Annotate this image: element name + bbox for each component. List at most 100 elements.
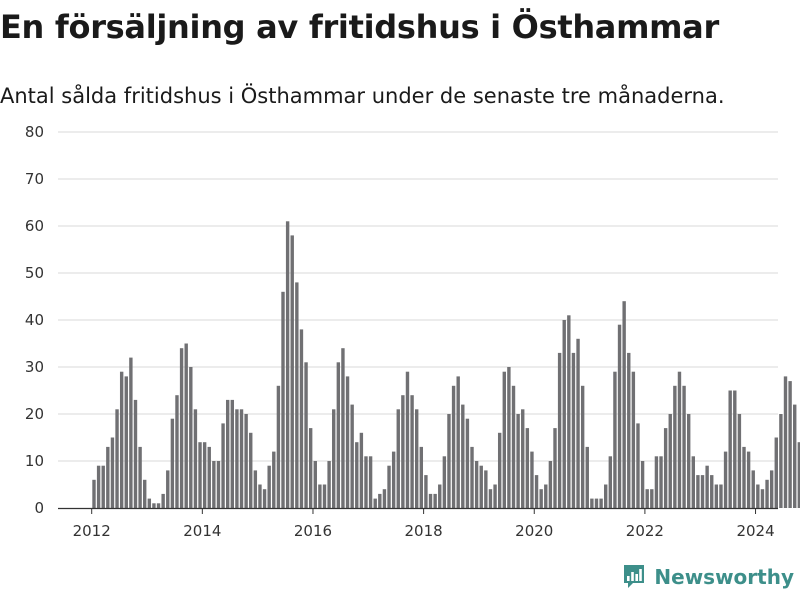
bar bbox=[636, 423, 640, 508]
bar bbox=[415, 409, 419, 508]
bar bbox=[479, 465, 483, 508]
bar bbox=[659, 456, 663, 508]
bar bbox=[175, 395, 179, 508]
bar bbox=[350, 404, 354, 508]
y-tick-label: 30 bbox=[25, 358, 44, 376]
bar bbox=[502, 371, 506, 508]
x-tick-label: 2018 bbox=[405, 522, 443, 540]
bar bbox=[410, 395, 414, 508]
bar bbox=[686, 414, 691, 508]
x-tick-label: 2022 bbox=[626, 522, 664, 540]
bar bbox=[456, 376, 460, 508]
bar bbox=[788, 381, 792, 508]
bar bbox=[382, 489, 387, 508]
bar bbox=[797, 442, 800, 508]
bar bbox=[424, 475, 428, 508]
bar bbox=[166, 470, 170, 508]
bar bbox=[793, 404, 797, 508]
bar bbox=[193, 409, 198, 508]
bar bbox=[345, 376, 350, 508]
bar bbox=[419, 446, 424, 508]
bar bbox=[710, 475, 714, 508]
bar bbox=[110, 437, 115, 508]
bar bbox=[336, 362, 341, 508]
bar bbox=[553, 428, 557, 508]
bar bbox=[341, 348, 345, 508]
bar bbox=[235, 409, 239, 508]
bar bbox=[359, 432, 364, 508]
bar bbox=[497, 432, 502, 508]
bar bbox=[119, 371, 124, 508]
bar bbox=[617, 324, 622, 508]
bar bbox=[124, 376, 128, 508]
bar bbox=[544, 484, 548, 508]
bar bbox=[152, 503, 156, 508]
brand-name: Newsworthy bbox=[654, 565, 794, 589]
bar bbox=[590, 498, 594, 508]
y-axis-labels: 0 10 20 30 40 50 60 70 80 bbox=[25, 123, 44, 517]
bar bbox=[442, 456, 447, 508]
bar bbox=[249, 432, 253, 508]
bar bbox=[143, 479, 147, 508]
bar bbox=[281, 291, 285, 508]
y-tick-label: 10 bbox=[25, 452, 44, 470]
bar bbox=[539, 489, 543, 508]
bar bbox=[295, 282, 299, 508]
bar bbox=[290, 235, 294, 508]
bar bbox=[212, 461, 216, 508]
bar bbox=[368, 456, 373, 508]
x-axis: 20122014201620182020202220242026 bbox=[58, 507, 778, 540]
bar bbox=[198, 442, 202, 508]
bar bbox=[663, 428, 668, 508]
bar bbox=[507, 367, 511, 508]
y-tick-label: 0 bbox=[34, 499, 44, 517]
bar bbox=[133, 399, 138, 508]
bar bbox=[101, 465, 105, 508]
bar bbox=[650, 489, 654, 508]
bar bbox=[488, 489, 493, 508]
bar bbox=[461, 404, 465, 508]
bar bbox=[267, 465, 271, 508]
bar bbox=[106, 446, 110, 508]
bar bbox=[779, 414, 783, 508]
bar bbox=[769, 470, 774, 508]
bar bbox=[548, 461, 553, 508]
bar bbox=[322, 484, 327, 508]
bars bbox=[92, 221, 800, 509]
y-tick-label: 60 bbox=[25, 217, 44, 235]
bar bbox=[327, 461, 331, 508]
bar bbox=[470, 446, 474, 508]
bar bbox=[438, 484, 442, 508]
bar bbox=[304, 362, 308, 508]
bar bbox=[705, 465, 709, 508]
bar bbox=[562, 320, 566, 508]
bar bbox=[521, 409, 525, 508]
bar bbox=[534, 475, 539, 508]
bar bbox=[733, 390, 737, 508]
bar bbox=[258, 484, 262, 508]
x-tick-label: 2012 bbox=[73, 522, 111, 540]
bar bbox=[516, 414, 520, 508]
bar bbox=[405, 371, 410, 508]
bar bbox=[700, 475, 705, 508]
bar bbox=[156, 503, 161, 508]
bar bbox=[308, 428, 313, 508]
bar bbox=[723, 451, 728, 508]
bar bbox=[682, 385, 686, 508]
bar bbox=[742, 446, 746, 508]
bar bbox=[239, 409, 244, 508]
bar bbox=[244, 414, 248, 508]
bar bbox=[599, 498, 603, 508]
chart-subtitle: Antal sålda fritidshus i Östhammar under… bbox=[0, 84, 725, 108]
bar bbox=[299, 329, 304, 508]
bar bbox=[355, 442, 359, 508]
bar bbox=[216, 461, 221, 508]
bar bbox=[571, 352, 576, 508]
bar bbox=[391, 451, 396, 508]
bar bbox=[604, 484, 608, 508]
bar bbox=[627, 352, 631, 508]
bar bbox=[96, 465, 101, 508]
bar bbox=[668, 414, 672, 508]
bar bbox=[640, 461, 645, 508]
